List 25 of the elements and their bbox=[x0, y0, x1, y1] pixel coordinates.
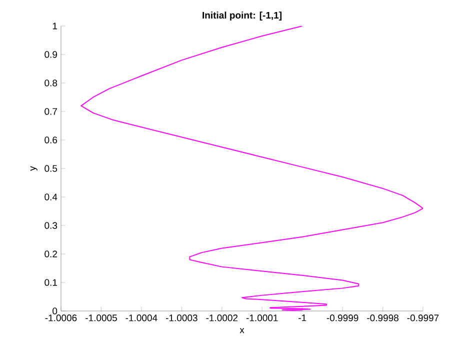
x-tick-label: -1.0006 bbox=[45, 314, 77, 322]
x-tick-label: -1.0002 bbox=[206, 314, 238, 322]
chart-title: Initial point: [-1,1] bbox=[202, 12, 282, 20]
x-tick-label: -0.9999 bbox=[326, 314, 358, 322]
y-tick-label: 0.8 bbox=[44, 80, 58, 86]
x-tick-label: -1.0004 bbox=[126, 314, 158, 322]
y-tick-label: 0.5 bbox=[44, 165, 58, 172]
x-tick-label: -0.9997 bbox=[407, 314, 439, 322]
x-tick-label: -1.0003 bbox=[166, 314, 198, 322]
y-tick-label: 0 bbox=[52, 308, 58, 314]
y-tick-label: 0.1 bbox=[44, 279, 58, 286]
y-tick-label: 1 bbox=[52, 22, 58, 30]
x-tick-label: -1.0005 bbox=[86, 314, 117, 322]
y-tick-label: 0.7 bbox=[44, 108, 58, 115]
line-series bbox=[80, 26, 423, 311]
x-axis-title: x bbox=[240, 328, 244, 334]
y-tick-label: 0.2 bbox=[44, 250, 58, 258]
y-tick-label: 0.6 bbox=[44, 136, 58, 144]
y-axis-title: y bbox=[30, 166, 38, 171]
y-tick-label: 0.4 bbox=[44, 194, 58, 200]
y-tick-label: 0.3 bbox=[44, 222, 58, 229]
x-tick-label: -1 bbox=[298, 314, 306, 322]
x-tick-label: -0.9998 bbox=[367, 314, 398, 322]
y-tick-label: 0.9 bbox=[44, 51, 58, 58]
x-tick-label: -1.0001 bbox=[246, 314, 278, 322]
